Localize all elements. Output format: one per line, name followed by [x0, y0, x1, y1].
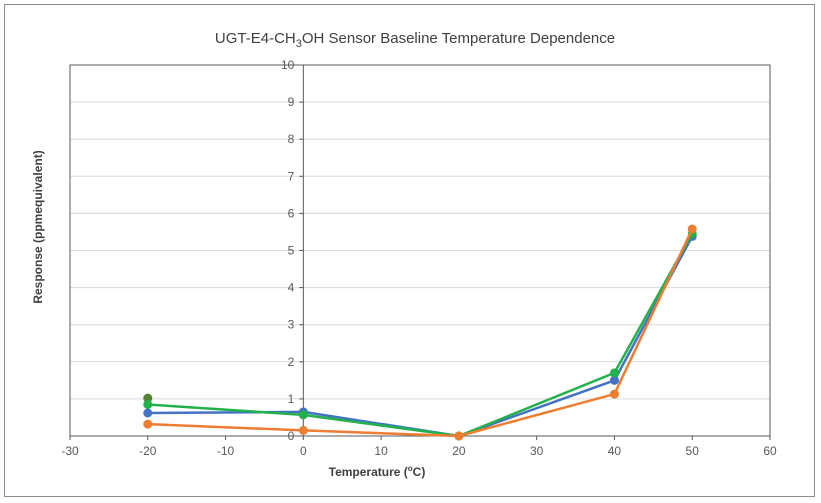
y-axis-label: Response (ppmequivalent): [31, 150, 45, 303]
y-tick-label: 8: [288, 132, 295, 146]
y-tick-label: 6: [288, 206, 295, 220]
series-4-point: [454, 431, 464, 441]
series-4-point: [143, 419, 153, 429]
y-tick-label: 0: [288, 429, 295, 443]
series-1-line: [147, 235, 694, 438]
series-1-point: [143, 408, 153, 418]
chart-frame: UGT-E4-CH3OH Sensor Baseline Temperature…: [4, 4, 815, 497]
series-3-point: [143, 399, 153, 409]
y-tick-label: 1: [288, 392, 295, 406]
series-4-line: [147, 228, 694, 438]
series-2-point: [143, 393, 153, 403]
grid-layer: [70, 101, 770, 400]
series-4-point: [687, 224, 697, 234]
series-4-point: [609, 389, 619, 399]
y-tick-label: 2: [288, 355, 295, 369]
axis-layer: 0 1 2 3 4 5 6 7 8 9 10 -30 -20 -10 0 10 20 30 40 50 60: [61, 58, 777, 458]
x-tick-label: -10: [217, 444, 235, 458]
series-3-line: [147, 233, 694, 438]
y-tick-label: 4: [288, 281, 295, 295]
y-tick-label: 5: [288, 244, 295, 258]
x-tick-label: -20: [139, 444, 157, 458]
x-tick-label: 20: [452, 444, 466, 458]
series-3-point: [609, 368, 619, 378]
y-tick-label: 3: [288, 318, 295, 332]
x-tick-label: 0: [300, 444, 307, 458]
y-tick-label: 10: [281, 58, 295, 72]
x-tick-label: 60: [763, 444, 777, 458]
series-layer: [143, 224, 697, 441]
series-1-point: [609, 375, 619, 385]
x-tick-label: -30: [61, 444, 79, 458]
x-tick-label: 10: [374, 444, 388, 458]
x-axis-label: Temperature (oC): [329, 464, 426, 479]
chart-title: UGT-E4-CH3OH Sensor Baseline Temperature…: [215, 30, 615, 50]
series-3-point: [298, 410, 308, 420]
y-tick-label: 7: [288, 169, 295, 183]
x-tick-label: 50: [686, 444, 700, 458]
y-tick-label: 9: [288, 95, 295, 109]
x-tick-label: 40: [608, 444, 622, 458]
series-4-point: [298, 425, 308, 435]
chart-svg: UGT-E4-CH3OH Sensor Baseline Temperature…: [31, 30, 777, 479]
x-tick-label: 30: [530, 444, 544, 458]
plot-area: [69, 64, 771, 437]
